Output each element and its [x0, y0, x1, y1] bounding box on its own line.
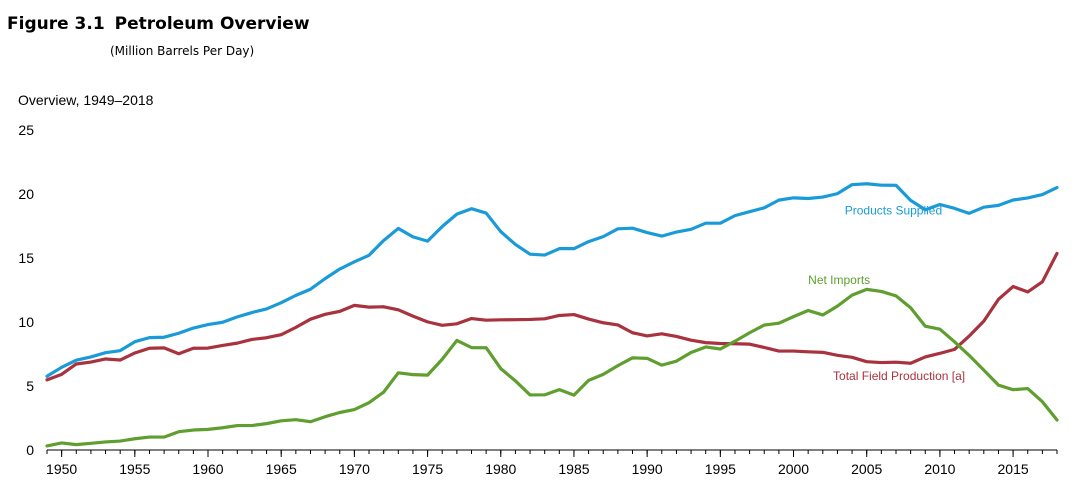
- series-line-1: [45, 251, 1059, 382]
- y-tick-label: 20: [18, 186, 34, 202]
- series-lines: [45, 182, 1059, 448]
- x-axis: 1950 1955 1960 1965 1970 1975 1980 1985 1990 1995…: [46, 449, 1058, 477]
- x-tick-label: 1975: [412, 461, 443, 477]
- figure-title-text: Petroleum Overview: [114, 14, 310, 34]
- y-tick-label: 25: [18, 122, 34, 138]
- series-line-2: [45, 287, 1059, 448]
- series-line-0: [45, 182, 1059, 378]
- x-tick-label: 2005: [851, 461, 882, 477]
- figure-title: Figure 3.1 Petroleum Overview: [7, 14, 310, 34]
- y-tick-label: 0: [26, 442, 34, 458]
- series-label-1: Total Field Production [a]: [833, 369, 965, 383]
- x-tick-label: 1960: [192, 461, 223, 477]
- x-tick-label: 2010: [924, 461, 955, 477]
- figure-subtitle: (Million Barrels Per Day): [110, 44, 255, 58]
- y-tick-label: 10: [18, 314, 34, 330]
- series-labels: Products Supplied Total Field Production …: [808, 204, 965, 383]
- series-label-2: Net Imports: [808, 273, 870, 287]
- x-tick-label: 2000: [778, 461, 809, 477]
- x-tick-label: 1965: [266, 461, 297, 477]
- series-label-0: Products Supplied: [845, 204, 942, 218]
- x-tick-label: 1955: [119, 461, 150, 477]
- y-tick-label: 15: [18, 250, 34, 266]
- y-axis: 0 5 10 15 20 25: [18, 122, 34, 458]
- y-tick-label: 5: [26, 378, 34, 394]
- x-tick-label: 1950: [46, 461, 77, 477]
- x-tick-label: 1980: [485, 461, 516, 477]
- x-tick-label: 1970: [339, 461, 370, 477]
- x-tick-label: 1995: [705, 461, 736, 477]
- figure-number: Figure 3.1: [7, 14, 105, 34]
- x-tick-label: 1985: [558, 461, 589, 477]
- x-tick-label: 2015: [998, 461, 1029, 477]
- chart-title: Overview, 1949–2018: [18, 92, 154, 108]
- x-tick-label: 1990: [632, 461, 663, 477]
